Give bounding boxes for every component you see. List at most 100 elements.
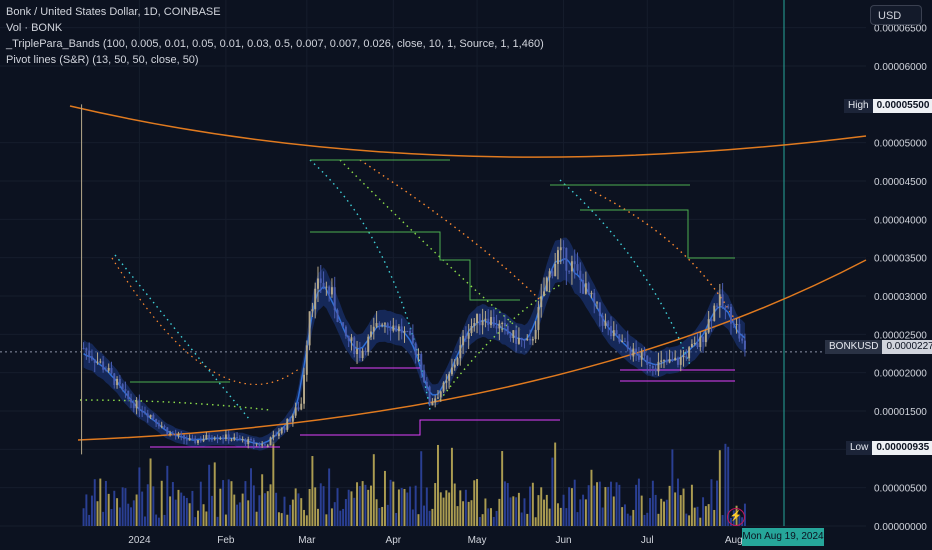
volume-bar xyxy=(364,484,367,526)
candle-body xyxy=(459,345,462,359)
volume-bar xyxy=(308,489,311,526)
candle-body xyxy=(540,296,543,308)
candle-body xyxy=(294,407,297,416)
volume-bar xyxy=(649,498,652,526)
volume-bar xyxy=(663,501,665,526)
volume-bar xyxy=(520,512,523,526)
candle-body xyxy=(696,342,699,348)
volume-legend[interactable]: Vol · BONK xyxy=(6,22,63,34)
candle-body xyxy=(587,283,590,295)
volume-bar xyxy=(621,507,624,526)
volume-bar xyxy=(202,504,205,526)
candle-body xyxy=(325,286,328,288)
candle-body xyxy=(347,335,350,341)
volume-bar xyxy=(263,493,266,526)
volume-bar xyxy=(716,480,719,526)
pivot-line xyxy=(310,231,520,301)
volume-bar xyxy=(531,482,534,526)
volume-bar xyxy=(227,479,230,526)
volume-bar xyxy=(713,509,716,526)
volume-bar xyxy=(356,482,359,526)
x-tick-label: Mar xyxy=(298,535,316,546)
volume-bar xyxy=(333,502,336,526)
currency-button[interactable]: USD xyxy=(870,5,922,25)
candle-body xyxy=(197,440,199,443)
volume-bar xyxy=(548,508,551,526)
volume-bar xyxy=(540,487,543,526)
volume-bar xyxy=(367,489,370,526)
candle-body xyxy=(716,305,719,307)
candle-body xyxy=(487,318,490,326)
lightning-icon[interactable]: ⚡ xyxy=(727,508,745,526)
candle-body xyxy=(601,315,604,326)
volume-bar xyxy=(216,516,219,526)
candle-body xyxy=(269,437,272,446)
candle-body xyxy=(738,323,741,339)
candle-body xyxy=(743,340,746,350)
candle-body xyxy=(157,423,160,427)
candle-body xyxy=(434,398,437,403)
volume-bar xyxy=(579,499,582,526)
candle-body xyxy=(495,326,498,329)
x-tick-label: Aug xyxy=(725,535,743,546)
candle-body xyxy=(400,326,403,333)
volume-bar xyxy=(635,484,638,526)
volume-bar xyxy=(132,500,135,526)
volume-bar xyxy=(174,499,177,526)
volume-bar xyxy=(236,504,239,526)
low-badge-label: Low xyxy=(846,441,873,455)
volume-bar xyxy=(143,516,146,526)
candle-body xyxy=(732,323,735,325)
candle-body xyxy=(464,335,467,339)
candle-body xyxy=(621,340,624,342)
volume-bar xyxy=(420,451,423,526)
candle-body xyxy=(350,337,353,341)
volume-bar xyxy=(671,449,674,526)
arc-lower xyxy=(77,259,867,441)
volume-bar xyxy=(383,470,386,526)
volume-bar xyxy=(160,480,163,526)
volume-bar xyxy=(436,444,439,526)
candle-body xyxy=(568,270,571,272)
candle-body xyxy=(188,438,191,441)
candle-body xyxy=(520,337,523,341)
volume-bar xyxy=(512,496,515,526)
candle-body xyxy=(180,434,183,436)
volume-bar xyxy=(448,492,451,526)
volume-bar xyxy=(330,508,333,526)
candle-body xyxy=(317,278,319,289)
volume-bar xyxy=(336,488,339,526)
candle-body xyxy=(194,438,197,443)
candle-body xyxy=(671,358,674,361)
volume-bar xyxy=(490,508,492,526)
candle-body xyxy=(629,348,632,357)
volume-bar xyxy=(481,514,484,526)
volume-bar xyxy=(113,490,116,526)
symbol-title[interactable]: Bonk / United States Dollar, 1D, COINBAS… xyxy=(6,6,221,18)
volume-bar xyxy=(378,507,381,526)
candle-body xyxy=(562,247,565,249)
y-tick-label: 0.00004000 xyxy=(874,215,927,226)
volume-bar xyxy=(244,481,247,526)
candle-body xyxy=(146,413,149,418)
candle-body xyxy=(222,438,225,440)
volume-bar xyxy=(90,495,93,526)
volume-bar xyxy=(607,486,610,526)
candle-body xyxy=(668,358,671,363)
volume-bar xyxy=(138,467,141,526)
candle-body xyxy=(702,336,705,343)
volume-bar xyxy=(702,497,705,526)
indicator-legend-pivots[interactable]: Pivot lines (S&R) (13, 50, 50, close, 50… xyxy=(6,54,199,66)
candle-body xyxy=(439,391,442,398)
volume-bar xyxy=(414,485,417,526)
candle-body xyxy=(339,322,342,324)
indicator-overlays xyxy=(69,105,867,451)
volume-bar xyxy=(280,513,283,526)
time-axis: 2024 Feb Mar Apr May Jun Jul Aug xyxy=(128,535,742,546)
indicator-legend-bands[interactable]: _TriplePara_Bands (100, 0.005, 0.01, 0.0… xyxy=(6,38,544,50)
candle-body xyxy=(403,330,406,333)
candle-body xyxy=(476,313,479,324)
candle-body xyxy=(409,330,412,335)
volume-bar xyxy=(654,494,657,526)
